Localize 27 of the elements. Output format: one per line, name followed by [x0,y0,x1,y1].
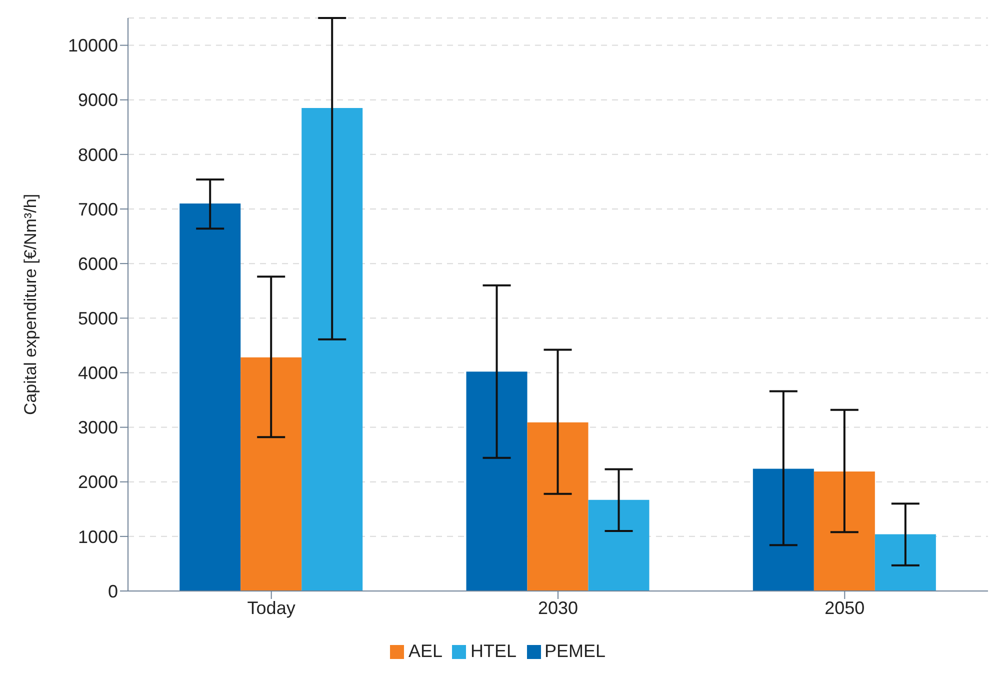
y-tick-label: 9000 [78,90,118,110]
bar [752,468,814,591]
x-tick-label: Today [247,598,296,618]
bar [302,108,363,591]
legend-label: PEMEL [544,641,606,661]
x-tick-label: 2030 [538,598,578,618]
y-tick-label: 5000 [78,308,118,329]
bar [874,534,936,591]
x-tick-label: 2050 [824,598,865,618]
y-tick-label: 4000 [78,363,118,384]
bar [180,204,241,591]
bar [814,471,875,591]
y-tick-label: 2000 [78,472,118,492]
legend-label: AEL [408,641,442,661]
y-tick-label: 7000 [78,199,118,220]
y-tick-label: 6000 [78,254,118,274]
bar [588,500,650,591]
y-tick-label: 8000 [78,144,118,165]
bar [240,357,302,591]
legend-label: HTEL [470,641,516,661]
y-tick-label: 3000 [78,418,118,438]
bar [466,372,528,591]
y-tick-label: 0 [108,581,118,602]
y-axis-title: Capital expenditure [€/Nm³/h] [20,194,40,416]
y-tick-label: 10000 [68,36,118,56]
y-tick-label: 1000 [78,526,118,547]
bar [527,422,588,591]
